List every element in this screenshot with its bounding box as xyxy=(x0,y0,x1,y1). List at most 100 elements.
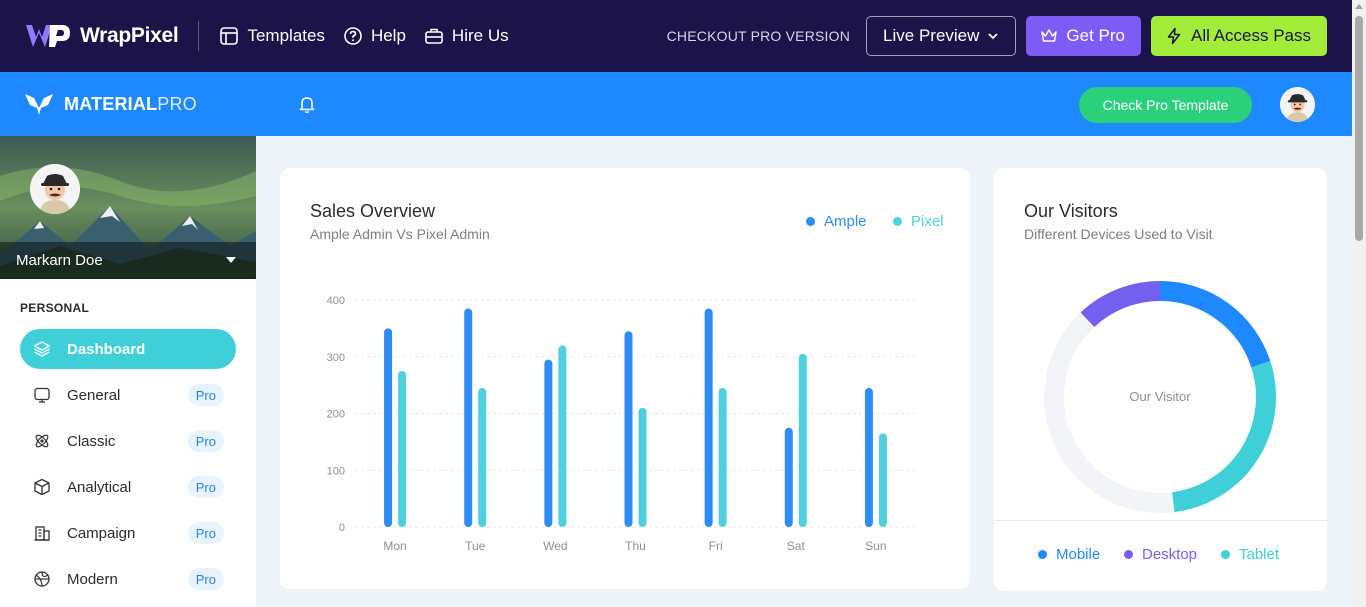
bar-pixel[interactable] xyxy=(878,433,887,527)
y-tick-label: 400 xyxy=(327,295,345,307)
bar-ample[interactable] xyxy=(784,427,793,527)
bar-ample[interactable] xyxy=(624,331,633,527)
legend-pixel[interactable]: Pixel xyxy=(893,213,944,230)
x-tick-label: Wed xyxy=(543,539,567,553)
sidebar: Markarn Doe PERSONAL Dashboard General P… xyxy=(0,136,256,607)
y-tick-label: 300 xyxy=(327,352,345,364)
bar-ample[interactable] xyxy=(384,328,393,527)
legend-dot-pixel xyxy=(893,217,902,226)
layout-icon xyxy=(220,27,239,45)
wrappixel-brand: WrapPixel xyxy=(80,24,179,47)
box-icon xyxy=(32,477,52,497)
check-pro-template-button[interactable]: Check Pro Template xyxy=(1079,87,1252,123)
promo-bar: WrapPixel Templates Help Hire Us CHECKOU… xyxy=(0,0,1352,72)
sidebar-item-analytical[interactable]: Analytical Pro xyxy=(20,467,236,507)
all-access-pass-button[interactable]: All Access Pass xyxy=(1151,16,1327,56)
pro-badge: Pro xyxy=(187,384,224,406)
materialpro-logo-icon xyxy=(25,94,53,115)
bar-ample[interactable] xyxy=(464,308,473,527)
visitors-subtitle: Different Devices Used to Visit xyxy=(1024,226,1213,242)
pro-badge: Pro xyxy=(187,476,224,498)
x-tick-label: Fri xyxy=(709,539,723,553)
promo-link-label: Help xyxy=(370,26,406,45)
crown-icon xyxy=(1041,29,1058,42)
bar-pixel[interactable] xyxy=(638,407,647,527)
x-tick-label: Thu xyxy=(625,539,646,553)
donut-slice-mobile[interactable] xyxy=(1159,281,1271,368)
checkout-pro-link[interactable]: CHECKOUT PRO VERSION xyxy=(666,28,851,44)
scroll-up-arrow[interactable] xyxy=(1355,4,1363,9)
bar-ample[interactable] xyxy=(704,308,713,527)
promo-link-help[interactable]: Help xyxy=(343,26,406,46)
sidebar-item-label: General xyxy=(67,386,121,404)
get-pro-button[interactable]: Get Pro xyxy=(1026,16,1141,56)
help-icon xyxy=(344,27,362,45)
scroll-thumb[interactable] xyxy=(1355,16,1363,241)
legend-label: Ample xyxy=(824,213,867,230)
live-preview-button[interactable]: Live Preview xyxy=(866,16,1017,56)
all-access-pass-label: All Access Pass xyxy=(1191,26,1311,45)
monitor-icon xyxy=(32,385,52,405)
visitors-donut-chart: Our Visitor xyxy=(1044,281,1276,513)
materialpro-logo[interactable]: MATERIALPRO xyxy=(24,92,197,116)
y-tick-label: 0 xyxy=(339,522,345,534)
promo-link-hire-us[interactable]: Hire Us xyxy=(424,26,509,46)
profile-avatar-image xyxy=(30,164,80,214)
x-tick-label: Sun xyxy=(865,539,886,553)
bar-ample[interactable] xyxy=(864,387,873,527)
sidebar-item-classic[interactable]: Classic Pro xyxy=(20,421,236,461)
donut-slice-tablet[interactable] xyxy=(1171,361,1276,513)
x-tick-label: Sat xyxy=(787,539,806,553)
sidebar-item-label: Analytical xyxy=(67,478,132,496)
legend-desktop[interactable]: Desktop xyxy=(1124,546,1197,563)
sales-title: Sales Overview xyxy=(310,201,436,221)
bar-pixel[interactable] xyxy=(478,387,487,527)
card-divider xyxy=(994,520,1327,521)
x-tick-label: Mon xyxy=(383,539,406,553)
sidebar-item-label: Dashboard xyxy=(67,340,146,358)
promo-separator xyxy=(198,21,200,51)
bell-icon xyxy=(299,97,315,113)
y-tick-label: 100 xyxy=(327,465,345,477)
legend-label: Desktop xyxy=(1142,546,1198,563)
wrappixel-logo[interactable]: WrapPixel xyxy=(24,23,179,49)
bar-pixel[interactable] xyxy=(558,345,567,527)
legend-dot-ample xyxy=(806,217,815,226)
our-visitors-card: Our Visitors Different Devices Used to V… xyxy=(994,168,1327,591)
profile-user-name: Markarn Doe xyxy=(16,252,103,269)
bar-pixel[interactable] xyxy=(718,387,727,527)
promo-link-templates[interactable]: Templates xyxy=(219,26,325,46)
notifications-button[interactable] xyxy=(297,94,317,119)
materialpro-logo-text: MATERIALPRO xyxy=(64,94,197,115)
profile-name-bar[interactable]: Markarn Doe xyxy=(0,242,256,279)
promo-link-label: Hire Us xyxy=(451,26,509,45)
atom-icon xyxy=(32,431,52,451)
sidebar-item-campaign[interactable]: Campaign Pro xyxy=(20,513,236,553)
legend-ample[interactable]: Ample xyxy=(806,213,867,230)
donut-slice-remaining[interactable] xyxy=(1044,312,1175,513)
caret-down-icon[interactable] xyxy=(226,257,236,263)
donut-slice-desktop[interactable] xyxy=(1080,281,1161,328)
sidebar-item-modern[interactable]: Modern Pro xyxy=(20,559,236,599)
sidebar-item-general[interactable]: General Pro xyxy=(20,375,236,415)
get-pro-label: Get Pro xyxy=(1066,26,1125,45)
profile-avatar[interactable] xyxy=(30,164,80,214)
sales-subtitle: Ample Admin Vs Pixel Admin xyxy=(310,226,490,242)
wrappixel-logo-icon xyxy=(26,25,70,47)
bar-pixel[interactable] xyxy=(398,370,407,527)
building-icon xyxy=(32,523,52,543)
promo-link-label: Templates xyxy=(247,26,325,45)
legend-mobile[interactable]: Mobile xyxy=(1038,546,1100,563)
briefcase-icon xyxy=(425,28,443,44)
sidebar-item-dashboard[interactable]: Dashboard xyxy=(20,329,236,369)
page-scrollbar[interactable] xyxy=(1352,0,1366,607)
layers-icon xyxy=(32,339,52,359)
bar-ample[interactable] xyxy=(544,359,553,527)
legend-tablet[interactable]: Tablet xyxy=(1221,546,1279,563)
bar-pixel[interactable] xyxy=(798,353,807,527)
user-avatar[interactable] xyxy=(1280,87,1315,122)
x-tick-label: Tue xyxy=(465,539,486,553)
live-preview-label: Live Preview xyxy=(883,26,980,45)
sales-bar-chart: 0 100 200 300 400 Mon Tue Wed Thu Fri Sat Sun xyxy=(327,295,916,553)
ball-icon xyxy=(32,569,52,589)
